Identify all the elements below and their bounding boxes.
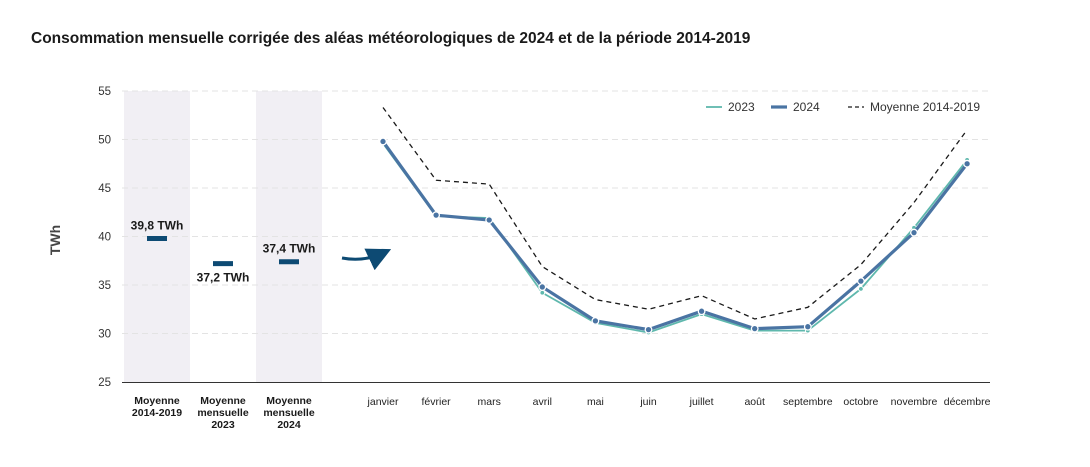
y-tick-label: 50 bbox=[98, 135, 111, 147]
x-tick-label: juillet bbox=[689, 396, 714, 408]
data-point bbox=[963, 159, 972, 168]
data-point bbox=[858, 285, 864, 292]
series-line bbox=[382, 142, 968, 334]
x-tick-label: février bbox=[422, 396, 452, 408]
average-value-label: 37,2 TWh bbox=[197, 271, 250, 285]
average-category-label: Moyenne bbox=[266, 395, 312, 407]
data-point bbox=[803, 322, 812, 331]
series-line bbox=[382, 107, 968, 320]
average-value-label: 37,4 TWh bbox=[263, 242, 316, 256]
x-tick-label: septembre bbox=[783, 396, 833, 408]
data-point bbox=[856, 277, 865, 286]
data-point bbox=[485, 216, 494, 224]
average-category-label: Moyenne bbox=[134, 395, 180, 407]
data-point bbox=[539, 289, 546, 296]
y-tick-label: 25 bbox=[98, 377, 111, 389]
x-tick-label: août bbox=[744, 396, 765, 408]
legend: 2023 2024 Moyenne 2014-2019 bbox=[706, 100, 980, 114]
data-point bbox=[750, 324, 759, 333]
data-point bbox=[432, 211, 441, 220]
x-tick-label: mai bbox=[587, 396, 604, 408]
series-lines bbox=[379, 107, 972, 336]
average-category-label: 2014-2019 bbox=[132, 407, 182, 419]
y-tick-label: 35 bbox=[98, 280, 111, 292]
data-point bbox=[538, 282, 547, 291]
average-category-label: 2024 bbox=[277, 419, 301, 431]
data-point bbox=[644, 325, 653, 334]
legend-label: Moyenne 2014-2019 bbox=[870, 100, 980, 114]
x-tick-label: octobre bbox=[843, 396, 878, 408]
data-point bbox=[910, 228, 918, 237]
y-tick-label: 30 bbox=[98, 329, 111, 341]
x-axis: Moyenne2014-2019Moyennemensuelle2023Moye… bbox=[132, 395, 991, 431]
x-tick-label: novembre bbox=[891, 396, 938, 408]
y-axis: 25 30 35 40 45 50 55 bbox=[98, 86, 111, 389]
average-category-label: Moyenne bbox=[200, 395, 246, 407]
y-tick-label: 40 bbox=[98, 232, 111, 244]
average-category-label: mensuelle bbox=[197, 407, 249, 419]
average-markers: 39,8 TWh 37,2 TWh 37,4 TWh bbox=[131, 218, 316, 284]
y-axis-label: TWh bbox=[47, 225, 63, 255]
average-value-label: 39,8 TWh bbox=[131, 218, 184, 232]
data-point bbox=[697, 307, 706, 316]
x-tick-label: juin bbox=[639, 396, 657, 408]
arrow-icon bbox=[341, 248, 392, 271]
data-point bbox=[379, 137, 387, 146]
y-gridlines bbox=[122, 90, 990, 334]
average-category-label: mensuelle bbox=[263, 407, 315, 419]
x-tick-label: décembre bbox=[944, 396, 991, 408]
x-tick-label: mars bbox=[478, 396, 501, 408]
y-tick-label: 45 bbox=[98, 183, 111, 195]
chart-title: Consommation mensuelle corrigée des aléa… bbox=[31, 30, 751, 47]
legend-label: 2023 bbox=[728, 100, 755, 114]
x-tick-label: avril bbox=[533, 396, 552, 408]
y-tick-label: 55 bbox=[98, 86, 111, 98]
series-line bbox=[381, 140, 969, 332]
data-point bbox=[591, 316, 600, 325]
x-tick-label: janvier bbox=[367, 396, 399, 408]
average-category-label: 2023 bbox=[211, 419, 235, 431]
legend-label: 2024 bbox=[793, 100, 820, 114]
